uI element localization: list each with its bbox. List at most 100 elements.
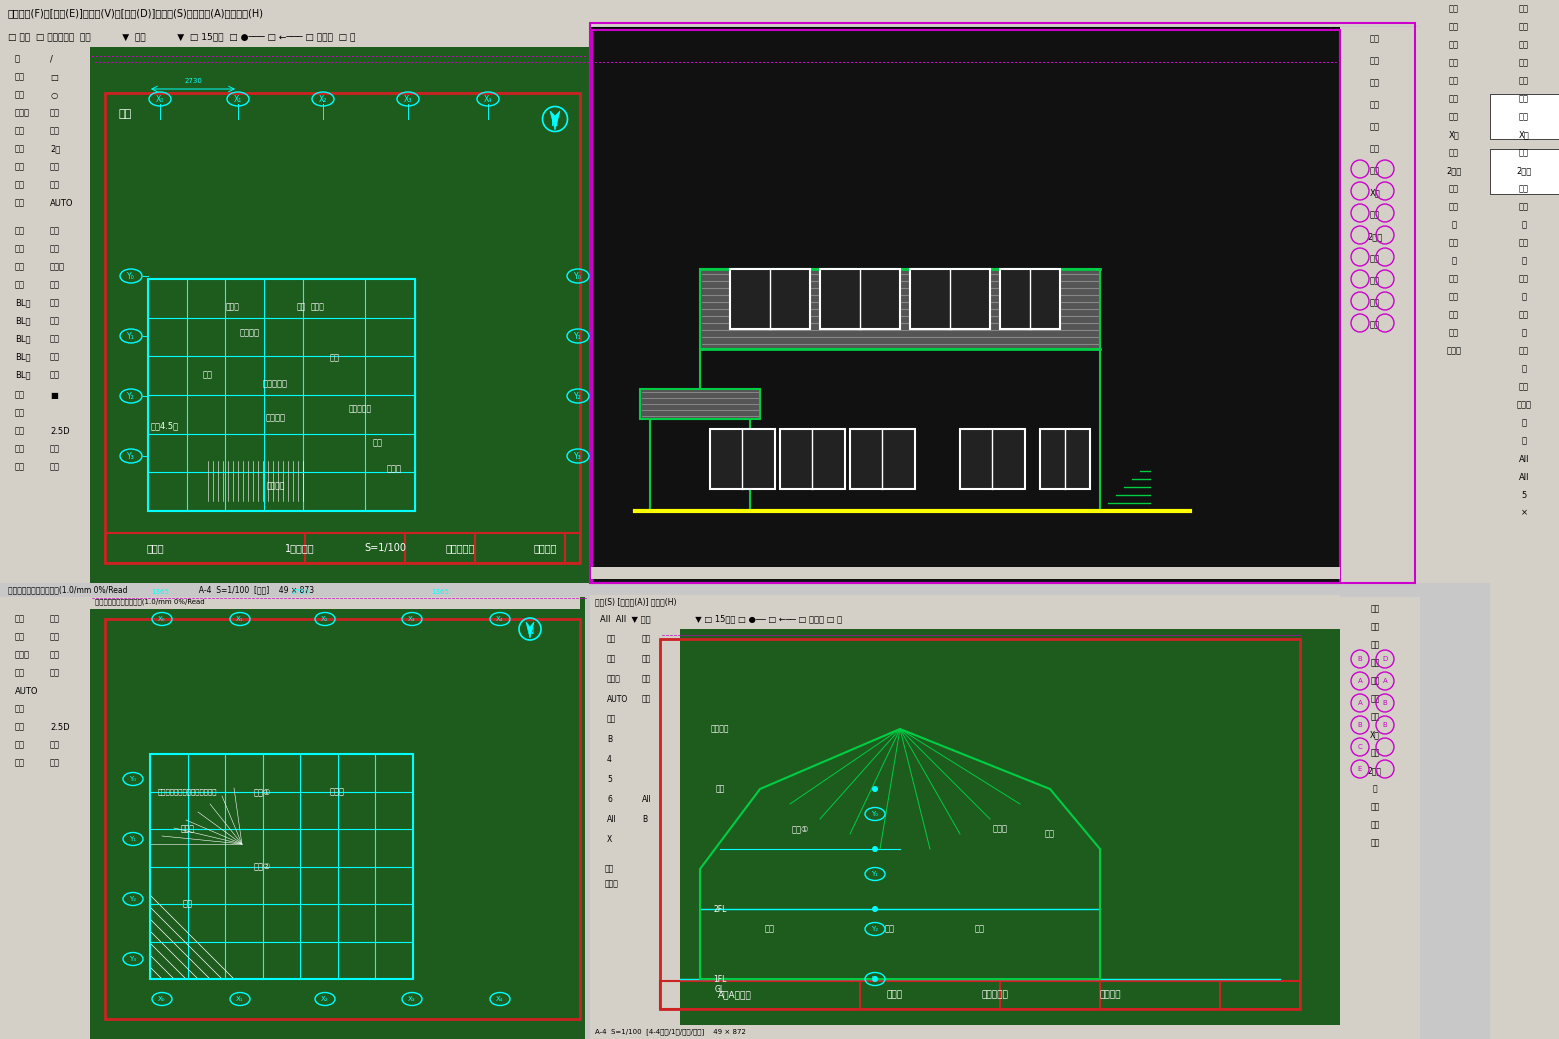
Text: 玄関: 玄関 <box>765 925 775 933</box>
Text: コーナ: コーナ <box>50 263 65 271</box>
Text: 2点角: 2点角 <box>1517 166 1531 176</box>
Text: 上部吹抜: 上部吹抜 <box>267 481 285 490</box>
Text: 保存: 保存 <box>1448 112 1459 122</box>
Text: 保存: 保存 <box>1370 713 1380 721</box>
Text: 曲線: 曲線 <box>16 198 25 208</box>
Text: 印刷: 印刷 <box>1448 149 1459 158</box>
Bar <box>1341 597 1420 1039</box>
Text: AUTO: AUTO <box>50 198 73 208</box>
Text: 伸縮: 伸縮 <box>50 650 59 660</box>
Text: リビング: リビング <box>265 412 285 422</box>
Text: 上書: 上書 <box>1370 676 1380 686</box>
Text: 複線: 複線 <box>50 244 59 254</box>
Bar <box>659 981 1300 1009</box>
Text: 2点角: 2点角 <box>1367 767 1381 775</box>
Bar <box>589 27 1420 583</box>
Text: 式計: 式計 <box>605 864 614 874</box>
Text: B: B <box>1383 722 1388 728</box>
Text: キッチン: キッチン <box>240 328 260 337</box>
Text: 終了: 終了 <box>1448 185 1459 193</box>
Text: X₄: X₄ <box>483 95 493 104</box>
Text: ・: ・ <box>1522 328 1526 338</box>
Bar <box>589 23 1416 583</box>
Text: 戻る: 戻る <box>50 371 59 379</box>
Text: ・: ・ <box>1522 365 1526 373</box>
Circle shape <box>871 785 878 792</box>
Text: X₂: X₂ <box>321 996 329 1002</box>
Bar <box>589 28 1341 583</box>
Text: X₃: X₃ <box>408 616 416 622</box>
Text: X₀: X₀ <box>159 616 165 622</box>
Text: X₀: X₀ <box>156 95 164 104</box>
Text: Y₁: Y₁ <box>129 836 137 842</box>
Text: 2.5D: 2.5D <box>50 426 70 435</box>
Text: パラウ: パラウ <box>1517 400 1531 409</box>
Text: X: X <box>606 834 613 844</box>
Text: 変形: 変形 <box>16 181 25 189</box>
Text: 新規: 新規 <box>1518 4 1529 14</box>
Bar <box>0 583 589 597</box>
Text: 伸縮: 伸縮 <box>50 281 59 290</box>
Text: 範囲: 範囲 <box>1370 144 1380 154</box>
Text: 計算: 計算 <box>1448 274 1459 284</box>
Text: 計算: 計算 <box>1370 320 1380 329</box>
Text: 建平: 建平 <box>16 127 25 135</box>
Text: 作図年月日: 作図年月日 <box>982 990 1009 1000</box>
Text: 範囲: 範囲 <box>50 614 59 623</box>
Text: Y₀: Y₀ <box>129 776 137 782</box>
Bar <box>148 278 415 511</box>
Text: 測定: 測定 <box>16 614 25 623</box>
Text: 縮一尺: 縮一尺 <box>887 990 903 1000</box>
Circle shape <box>871 976 878 982</box>
Text: 建断: 建断 <box>16 144 25 154</box>
Bar <box>589 1025 1341 1039</box>
Text: Y₃: Y₃ <box>129 956 137 962</box>
Text: 属取: 属取 <box>1518 23 1529 31</box>
Text: 寝室①: 寝室① <box>254 787 271 796</box>
Polygon shape <box>700 269 1101 349</box>
Text: 1FL: 1FL <box>714 975 726 984</box>
Text: 消去: 消去 <box>606 715 616 723</box>
Text: ・: ・ <box>1451 220 1456 230</box>
Text: BL編: BL編 <box>16 352 31 362</box>
Text: Y₁: Y₁ <box>574 331 582 341</box>
Text: 1階平面図: 1階平面図 <box>285 543 315 553</box>
Text: Y₂: Y₂ <box>574 392 582 400</box>
Text: 納戸: 納戸 <box>331 353 340 363</box>
Text: 属変: 属変 <box>16 281 25 290</box>
Text: 図面番号: 図面番号 <box>1099 990 1121 1000</box>
Text: 上書: 上書 <box>1518 77 1529 85</box>
Text: 接線: 接線 <box>16 73 25 81</box>
Text: 測定: 測定 <box>1518 239 1529 247</box>
Bar <box>0 26 589 47</box>
Text: 1365: 1365 <box>430 589 449 595</box>
Text: 勝手口: 勝手口 <box>226 302 240 312</box>
Bar <box>1490 0 1559 1039</box>
Text: 2730: 2730 <box>184 78 203 84</box>
Text: AUTO: AUTO <box>606 694 628 703</box>
Text: 企機名: 企機名 <box>147 543 164 553</box>
Text: 寸法: 寸法 <box>50 127 59 135</box>
Bar <box>999 269 1060 329</box>
Text: 天空: 天空 <box>50 462 59 472</box>
Polygon shape <box>650 419 750 511</box>
Text: 環境: 環境 <box>1518 203 1529 212</box>
Text: 記天: 記天 <box>16 722 25 731</box>
Text: C: C <box>1358 744 1363 750</box>
Text: 印刷: 印刷 <box>1370 748 1380 757</box>
Text: ・: ・ <box>1451 257 1456 266</box>
Text: 複線: 複線 <box>50 633 59 641</box>
Text: 新規: 新規 <box>1370 34 1380 44</box>
Bar <box>589 595 1341 609</box>
Text: パラウ: パラウ <box>1447 346 1461 355</box>
Text: X軸: X軸 <box>1370 188 1380 197</box>
Text: 測定: 測定 <box>606 635 616 643</box>
Text: 縮角: 縮角 <box>1518 58 1529 68</box>
Bar <box>850 429 915 489</box>
Text: S=1/100: S=1/100 <box>363 543 405 553</box>
Text: All  All  ▼ 寸法                 ▼ □ 15度毎 □ ●── □ ←── □ 寸法値 □ ＜: All All ▼ 寸法 ▼ □ 15度毎 □ ●── □ ←── □ 寸法値 … <box>600 614 842 623</box>
Text: ・: ・ <box>1522 293 1526 301</box>
Bar <box>90 597 585 1039</box>
Text: 収納: 収納 <box>1045 829 1055 838</box>
Circle shape <box>871 906 878 912</box>
